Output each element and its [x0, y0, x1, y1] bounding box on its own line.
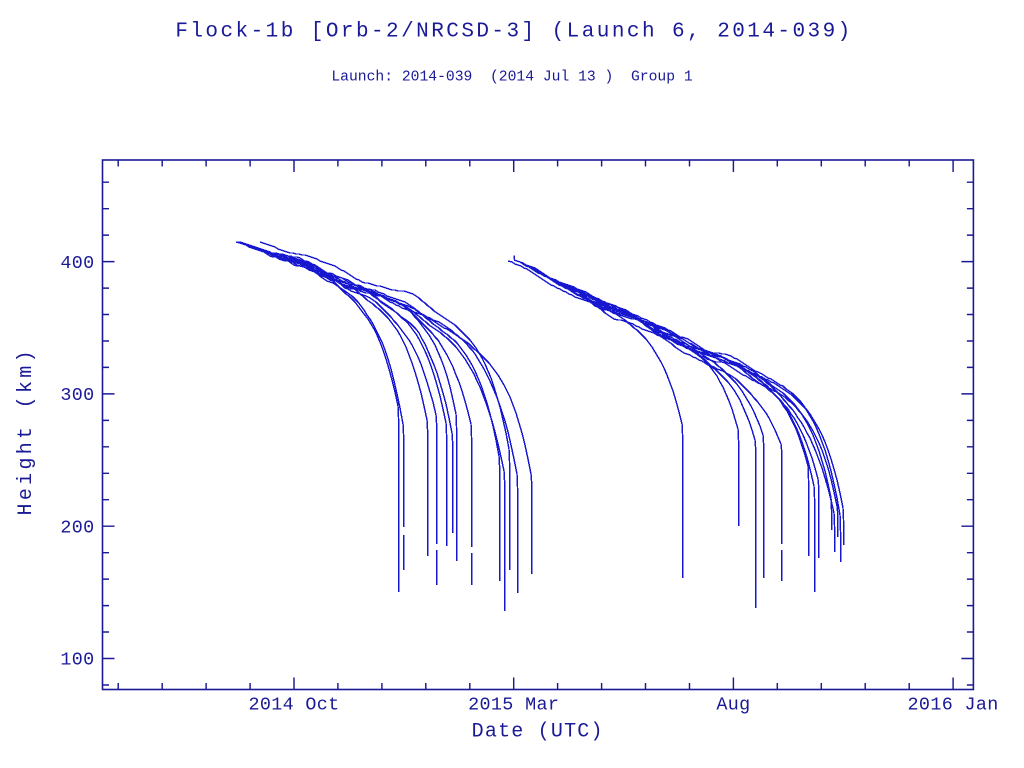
svg-text:2014 Oct: 2014 Oct — [248, 695, 339, 716]
svg-text:2016 Jan: 2016 Jan — [908, 695, 999, 716]
svg-text:200: 200 — [60, 517, 94, 538]
svg-text:Date (UTC): Date (UTC) — [472, 721, 604, 744]
svg-text:100: 100 — [60, 650, 94, 671]
svg-text:Flock-1b [Orb-2/NRCSD-3] (Laun: Flock-1b [Orb-2/NRCSD-3] (Launch 6, 2014… — [175, 21, 852, 44]
svg-text:Launch: 2014-039 (2014 Jul 13: Launch: 2014-039 (2014 Jul 13 ) Group 1 — [331, 70, 693, 86]
svg-text:2015 Mar: 2015 Mar — [468, 695, 559, 716]
svg-text:300: 300 — [60, 385, 94, 406]
svg-text:Height (km): Height (km) — [15, 347, 38, 515]
svg-text:400: 400 — [60, 253, 94, 274]
svg-text:Aug: Aug — [716, 695, 750, 716]
